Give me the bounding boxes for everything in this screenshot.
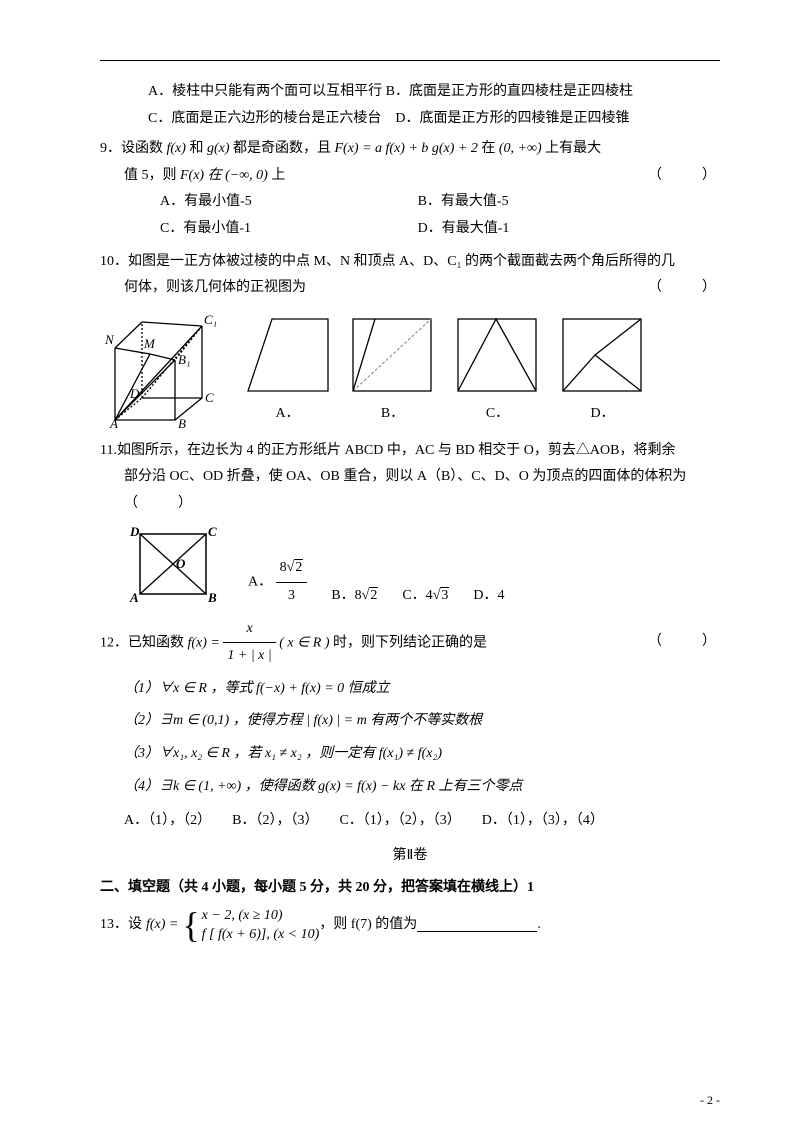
q12-stem: 12．已知函数 f(x) = x 1 + | x | ( x ∈ R ) 时，则… bbox=[100, 616, 720, 670]
q12-s3: （3）∀x₁, x₂ ∈ R ，若 x₁ ≠ x₂ ，则一定有 f(x₁) ≠ … bbox=[100, 741, 720, 768]
q10-cube: A B C D N M B₁ C₁ bbox=[100, 308, 230, 428]
q11-optC: C．4√3 bbox=[402, 583, 449, 610]
q13-cases: { x − 2, (x ≥ 10) f [ f(x + 6)], (x < 10… bbox=[182, 906, 319, 945]
sq-O: O bbox=[176, 556, 186, 571]
q12-fx-lbl: f(x) = bbox=[188, 635, 220, 650]
sq-B: B bbox=[207, 590, 217, 605]
lbl-B1: B₁ bbox=[178, 352, 190, 367]
q10-optA-fig: A． bbox=[240, 309, 335, 428]
q9-text-2: 都是奇函数，且 bbox=[233, 141, 335, 156]
lbl-C1: C₁ bbox=[204, 312, 217, 327]
q13: 13．设 f(x) = { x − 2, (x ≥ 10) f [ f(x + … bbox=[100, 906, 720, 945]
q9-optD: D．有最大值-1 bbox=[418, 216, 676, 243]
q9-and: 和 bbox=[189, 141, 203, 156]
q12-opts: A．（1），（2） B．（2），（3） C．（1），（2），（3） D．（1），… bbox=[100, 808, 720, 835]
q11-optA: A． 8√2 3 bbox=[248, 555, 307, 609]
q9-opts-row2: C．有最小值-1 D．有最大值-1 bbox=[100, 216, 720, 243]
q11-optA-frac: 8√2 3 bbox=[276, 555, 308, 609]
lbl-N: N bbox=[104, 332, 115, 347]
q9-blank: （ ） bbox=[648, 163, 720, 190]
q9-stem: 9．设函数 f(x) 和 g(x) 都是奇函数，且 F(x) = a f(x) … bbox=[100, 136, 720, 163]
q8-option-line-2: C．底面是正六边形的棱台是正六棱台 D．底面是正方形的四棱锥是正四棱锥 bbox=[100, 106, 720, 133]
part2-title: 第Ⅱ卷 bbox=[100, 843, 720, 870]
q11-blank: （ ） bbox=[100, 491, 720, 518]
q10-blank: （ ） bbox=[648, 275, 720, 302]
page: A．棱柱中只能有两个面可以互相平行 B．底面是正方形的直四棱柱是正四棱柱 C．底… bbox=[0, 0, 800, 1132]
q10-optB-fig: B． bbox=[345, 309, 440, 428]
q11-optA-pre: A． bbox=[248, 575, 272, 590]
q12-s2: （2）∃m ∈ (0,1) ，使得方程 | f(x) | = m 有两个不等实数… bbox=[100, 708, 720, 735]
q10-optC-fig: C． bbox=[450, 309, 545, 428]
q10-optD-fig: D． bbox=[555, 309, 650, 428]
q11-stem1: 11.如图所示，在边长为 4 的正方形纸片 ABCD 中，AC 与 BD 相交于… bbox=[100, 438, 720, 465]
q9-line2: 值 5，则 F(x) 在 (−∞, 0) 上 （ ） bbox=[100, 163, 720, 190]
q13-blank[interactable] bbox=[417, 918, 537, 932]
lbl-D: D bbox=[129, 386, 140, 401]
q10-stem2: 何体，则该几何体的正视图为 bbox=[124, 275, 306, 302]
lbl-M: M bbox=[143, 336, 156, 351]
q9-int1: (0, +∞) bbox=[499, 141, 542, 156]
q10-optC-label: C． bbox=[450, 401, 545, 428]
lbl-A: A bbox=[109, 416, 118, 428]
page-number: - 2 - bbox=[700, 1089, 720, 1112]
q9-Fx2: F(x) 在 (−∞, 0) bbox=[180, 168, 268, 183]
sq-D: D bbox=[129, 524, 140, 539]
q12-s1: （1）∀x ∈ R ，等式 f(−x) + f(x) = 0 恒成立 bbox=[100, 676, 720, 703]
q11-square-fig: D C A B O bbox=[124, 524, 224, 610]
q13-period: . bbox=[537, 912, 541, 939]
q9-line2b: 上 bbox=[271, 168, 285, 183]
q13-text-a: 13．设 bbox=[100, 912, 142, 939]
q10-optB-label: B． bbox=[345, 401, 440, 428]
q12-domain: ( x ∈ R ) bbox=[279, 635, 329, 650]
q8-option-line-1: A．棱柱中只能有两个面可以互相平行 B．底面是正方形的直四棱柱是正四棱柱 bbox=[100, 79, 720, 106]
q12-text-b: 时，则下列结论正确的是 bbox=[333, 635, 487, 650]
q9-optC: C．有最小值-1 bbox=[160, 216, 418, 243]
q10-optA-label: A． bbox=[240, 401, 335, 428]
q9-opts-row1: A．有最小值-5 B．有最大值-5 bbox=[100, 189, 720, 216]
q13-fx: f(x) = bbox=[146, 912, 178, 939]
q11-stem2: 部分沿 OC、OD 折叠，使 OA、OB 重合，则以 A（B）、C、D、O 为顶… bbox=[100, 464, 720, 491]
q13-case2: f [ f(x + 6)], (x < 10) bbox=[202, 925, 320, 945]
q9-fx: f(x) bbox=[167, 141, 186, 156]
q10-stem2-row: 何体，则该几何体的正视图为 （ ） bbox=[100, 275, 720, 302]
q9-text-1: 9．设函数 bbox=[100, 141, 167, 156]
header-rule bbox=[100, 60, 720, 61]
q12-frac: x 1 + | x | bbox=[223, 616, 275, 670]
q13-text-b: ，则 f(7) 的值为 bbox=[319, 912, 417, 939]
section2-title: 二、填空题（共 4 小题，每小题 5 分，共 20 分，把答案填在横线上）1 bbox=[100, 875, 720, 902]
q10-figures: A B C D N M B₁ C₁ A． bbox=[100, 308, 720, 428]
q9-text-3: 在 bbox=[481, 141, 499, 156]
q13-case1: x − 2, (x ≥ 10) bbox=[202, 906, 320, 926]
lbl-B: B bbox=[178, 416, 186, 428]
q12-blank: （ ） bbox=[648, 629, 720, 656]
q9-line2a: 值 5，则 bbox=[124, 168, 180, 183]
q9-text-4: 上有最大 bbox=[545, 141, 601, 156]
q11-row: D C A B O A． 8√2 3 B．8√2 C．4√3 D．4 bbox=[124, 524, 720, 610]
q12-text-a: 12．已知函数 bbox=[100, 635, 188, 650]
q12-s4: （4）∃k ∈ (1, +∞) ，使得函数 g(x) = f(x) − kx 在… bbox=[100, 774, 720, 801]
q11-optD: D．4 bbox=[473, 583, 504, 610]
q9-optB: B．有最大值-5 bbox=[418, 189, 676, 216]
q11-optB: B．8√2 bbox=[331, 583, 378, 610]
q9-gx: g(x) bbox=[207, 141, 230, 156]
lbl-C: C bbox=[205, 390, 214, 405]
sq-C: C bbox=[208, 524, 217, 539]
q10-stem1: 10．如图是一正方体被过棱的中点 M、N 和顶点 A、D、C₁ 的两个截面截去两… bbox=[100, 249, 720, 276]
q9-optA: A．有最小值-5 bbox=[160, 189, 418, 216]
q10-optD-label: D． bbox=[555, 401, 650, 428]
q9-Fx: F(x) = a f(x) + b g(x) + 2 bbox=[334, 141, 477, 156]
sq-A: A bbox=[129, 590, 139, 605]
